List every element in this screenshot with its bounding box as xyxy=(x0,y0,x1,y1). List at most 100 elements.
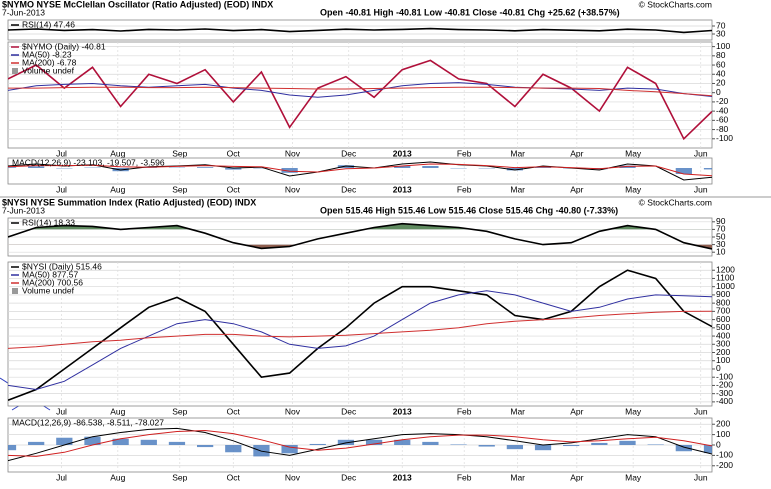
series-line xyxy=(8,27,712,34)
y-tick-label: -20 xyxy=(716,96,729,106)
y-tick-label: 500 xyxy=(716,322,730,332)
x-tick-label: Dec xyxy=(341,406,357,416)
legend-entry: $NYMO (Daily) -40.81 xyxy=(22,41,106,51)
histogram-bar xyxy=(140,439,157,445)
chart-date: 7-Jun-2013 xyxy=(2,205,45,215)
histogram-bar xyxy=(196,445,214,448)
histogram-bar xyxy=(8,445,17,451)
x-tick-label: Sep xyxy=(172,148,187,158)
x-tick-label: Feb xyxy=(457,472,472,482)
histogram-bar xyxy=(196,167,214,168)
x-tick-label: Dec xyxy=(341,472,357,482)
histogram-bar xyxy=(309,443,326,445)
legend-text: MACD(12,26,9) -23.103, -19.507, -3.596 xyxy=(12,157,165,167)
series-line xyxy=(8,290,712,391)
plot xyxy=(8,427,712,462)
histogram-bar xyxy=(506,445,524,450)
x-tick-label: Feb xyxy=(457,148,472,158)
series-line xyxy=(8,59,712,141)
y-tick-label: 30 xyxy=(716,28,726,38)
x-tick-label: Sep xyxy=(172,406,187,416)
series-line xyxy=(8,82,712,98)
y-tick-label: 800 xyxy=(716,297,730,307)
histogram-bar xyxy=(337,165,355,168)
y-tick-label: -300 xyxy=(716,388,733,398)
plot xyxy=(8,269,712,401)
y-tick-label: -60 xyxy=(716,115,729,125)
histogram-bar xyxy=(675,168,692,174)
source: © StockCharts.com xyxy=(639,0,712,9)
histogram-bar xyxy=(534,167,552,168)
y-tick-label: -80 xyxy=(716,124,729,134)
legend-swatch xyxy=(12,288,18,294)
x-tick-label: Aug xyxy=(110,148,125,158)
y-tick-label: 200 xyxy=(716,418,730,428)
y-tick-label: 0 xyxy=(716,87,721,97)
x-tick-label: Dec xyxy=(341,184,357,194)
legend-entry: MA(50) -8.23 xyxy=(22,49,72,59)
histogram-bar xyxy=(394,166,411,168)
x-tick-label: Sep xyxy=(172,472,187,482)
legend-entry: $NYSI (Daily) 515.46 xyxy=(22,261,102,271)
x-tick-label: Nov xyxy=(285,148,301,158)
legend-entry: MA(50) 877.57 xyxy=(22,269,78,279)
y-tick-label: -100 xyxy=(716,450,733,460)
histogram-bar xyxy=(675,445,692,452)
x-tick-label: Jun xyxy=(694,184,708,194)
plot xyxy=(8,27,712,34)
series-line xyxy=(8,86,712,97)
y-tick-label: 60 xyxy=(716,59,726,69)
histogram-bar xyxy=(112,438,129,445)
series-line xyxy=(8,310,712,349)
y-tick-label: 1000 xyxy=(716,281,735,291)
chart-date: 7-Jun-2013 xyxy=(2,7,45,17)
series-line xyxy=(8,161,712,181)
x-tick-label: Jul xyxy=(56,184,67,194)
histogram-bar xyxy=(28,166,45,168)
x-tick-label: May xyxy=(625,184,642,194)
ohlc-line: Open 515.46 High 515.46 Low 515.46 Close… xyxy=(320,205,618,215)
legend-entry: RSI(14) 47.46 xyxy=(22,19,75,29)
legend-entry: Volume undef xyxy=(22,65,75,75)
y-tick-label: 40 xyxy=(716,69,726,79)
x-tick-label: Nov xyxy=(285,184,301,194)
y-tick-label: 900 xyxy=(716,289,730,299)
x-tick-label: 2013 xyxy=(393,406,412,416)
series-line xyxy=(8,269,712,401)
x-tick-label: 2013 xyxy=(393,184,412,194)
legend-entry: MA(200) 700.56 xyxy=(22,277,83,287)
histogram-bar xyxy=(591,442,608,445)
histogram-bar xyxy=(647,444,664,445)
x-tick-label: Apr xyxy=(570,472,583,482)
x-tick-label: Apr xyxy=(570,184,583,194)
x-tick-label: Apr xyxy=(570,148,583,158)
histogram-bar xyxy=(225,168,242,170)
y-tick-label: 600 xyxy=(716,314,730,324)
source: © StockCharts.com xyxy=(639,197,712,207)
y-tick-label: 50 xyxy=(716,231,726,241)
histogram-bar xyxy=(8,167,17,168)
y-tick-label: 0 xyxy=(716,363,721,373)
histogram-bar xyxy=(28,441,45,445)
x-tick-label: Feb xyxy=(457,406,472,416)
x-tick-label: Feb xyxy=(457,184,472,194)
series-line xyxy=(8,429,712,457)
x-tick-label: Jun xyxy=(694,406,708,416)
histogram-bar xyxy=(394,439,411,445)
y-tick-label: 200 xyxy=(716,347,730,357)
histogram-bar xyxy=(703,168,712,170)
y-tick-label: 90 xyxy=(716,216,726,226)
x-tick-label: Jun xyxy=(694,472,708,482)
x-tick-label: Aug xyxy=(110,406,125,416)
plot xyxy=(8,161,712,181)
x-tick-label: Jul xyxy=(56,148,67,158)
chart-title: $NYSI NYSE Summation Index (Ratio Adjust… xyxy=(2,197,256,207)
x-tick-label: Oct xyxy=(227,472,241,482)
x-tick-label: May xyxy=(625,148,642,158)
legend-swatch xyxy=(12,68,18,74)
y-tick-label: -100 xyxy=(716,371,733,381)
histogram-bar xyxy=(281,445,298,454)
x-tick-label: Jun xyxy=(694,148,708,158)
histogram-bar xyxy=(506,168,524,171)
